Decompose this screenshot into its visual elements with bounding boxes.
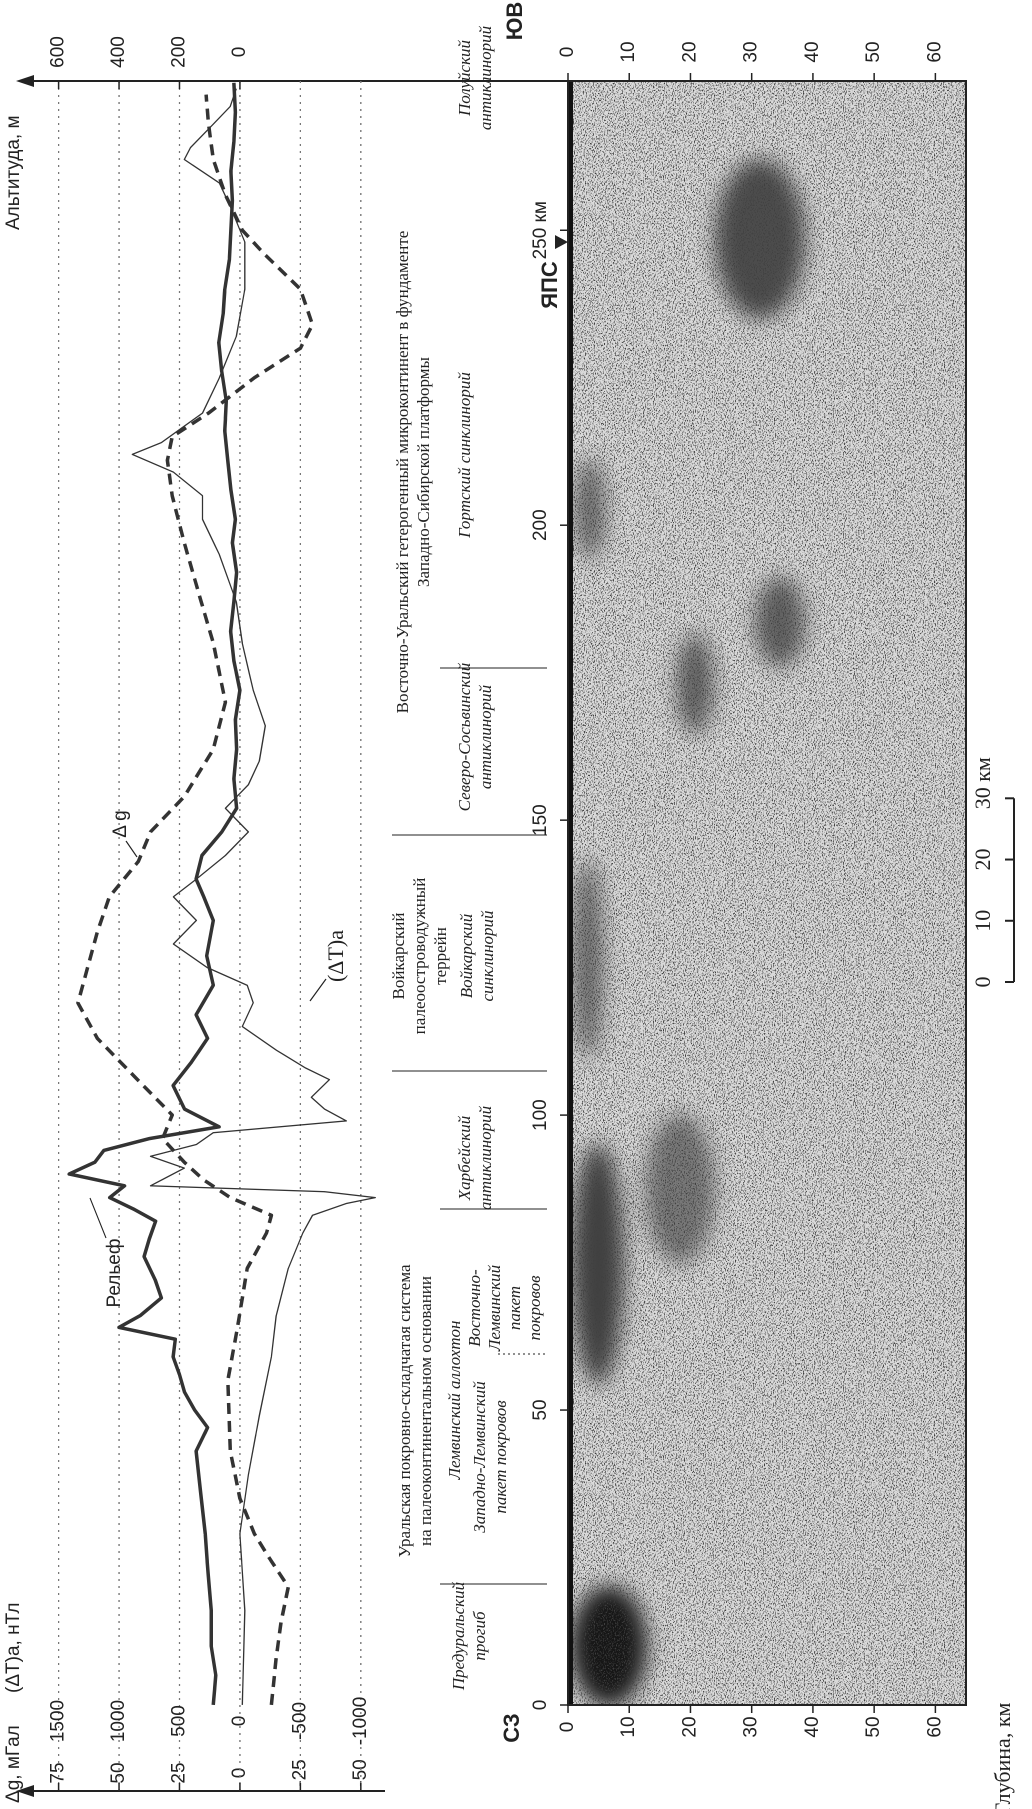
data-line xyxy=(78,95,313,1705)
region-label-line: Предуральский xyxy=(449,1581,468,1691)
region-label-line: Войкарский xyxy=(389,913,408,1000)
x-tick-label: 100 xyxy=(530,1099,551,1131)
region-label-line: синклинорий xyxy=(478,910,497,1002)
y3-axis-title: Альтитуда, м xyxy=(3,115,24,230)
scale-label: 10 xyxy=(970,910,995,932)
region-label-line: Западно-Лемвинский xyxy=(470,1381,489,1533)
x-tick-label: 200 xyxy=(530,509,551,541)
y-tick-label: 20 xyxy=(679,1716,700,1737)
region-label: Гортский синклинорий xyxy=(455,372,474,539)
data-line xyxy=(69,83,240,1705)
y-tick-label: 50 xyxy=(108,1762,129,1783)
section-speckle xyxy=(568,81,966,1705)
scale-label: 0 xyxy=(970,977,995,988)
y2-tick-label: -1000 xyxy=(350,1697,371,1746)
leader-line xyxy=(90,1198,106,1238)
y-tick-label: 30 xyxy=(741,1716,762,1737)
region-label-line: прогиб xyxy=(470,1611,489,1661)
y-tick-label: 10 xyxy=(618,41,639,62)
series-label: Δ g xyxy=(110,810,131,838)
y-tick-label: 20 xyxy=(679,41,700,62)
data-line xyxy=(132,89,375,1705)
rotated-figure: Δg, мГал (ΔT)a, нТл Альтитуда, м Рельеф … xyxy=(3,2,1015,1809)
x-tick-label: 150 xyxy=(530,804,551,836)
page: {"chart_data": [ {"type": "line", "xlim"… xyxy=(0,0,1032,1809)
depth-axis-title: Глубина, км xyxy=(990,1702,1015,1809)
region-label-line: на палеоконтинентальном основании xyxy=(416,1276,435,1546)
region-label-line: палеоостроводужный xyxy=(410,878,429,1035)
region-label: Восточно-Лемвинскийпакетпокровов xyxy=(465,1264,544,1352)
x-tick-label: 0 xyxy=(530,1700,551,1711)
region-label-line: Восточно-Уральский гетерогенный микрокон… xyxy=(393,231,412,714)
region-label-line: Западно-Сибирской платформы xyxy=(414,356,433,586)
scale-label: 30 км xyxy=(970,757,995,809)
y3-tick-label: 600 xyxy=(48,36,69,68)
y3-tick-label: 200 xyxy=(169,36,190,68)
y-tick-label: 40 xyxy=(802,41,823,62)
region-label-line: Гортский синклинорий xyxy=(455,372,474,539)
series-label: Рельеф xyxy=(104,1239,125,1308)
region-label-line: антиклинорий xyxy=(476,25,495,130)
region-label-line: Лемвинский аллохтон xyxy=(445,1321,464,1481)
y-axis-title: Δg, мГал xyxy=(3,1725,24,1803)
region-label-line: Харбейский xyxy=(455,1115,474,1201)
x-tick-label: 250 км xyxy=(530,201,551,259)
y-tick-label: 50 xyxy=(863,1716,884,1737)
region-label-line: Войкарский xyxy=(457,913,476,998)
region-label-line: антиклинорий xyxy=(476,684,495,789)
y-tick-label: 40 xyxy=(802,1716,823,1737)
section-image xyxy=(568,81,966,1706)
region-label-line: Уральская покровно-складчатая система xyxy=(395,1264,414,1557)
region-label-line: пакет покровов xyxy=(491,1400,510,1514)
y3-tick-label: 400 xyxy=(108,36,129,68)
region-label-line: террейн xyxy=(431,927,450,985)
y-tick-label: 0 xyxy=(557,1722,578,1733)
leader-line xyxy=(310,979,326,1001)
y-tick-label: 0 xyxy=(557,47,578,58)
leader-line xyxy=(126,841,137,857)
y2-axis-title: (ΔT)a, нТл xyxy=(3,1603,24,1693)
region-label-line: покровов xyxy=(525,1275,544,1341)
y-tick-label: 60 xyxy=(924,1716,945,1737)
y2-tick-label: 1000 xyxy=(108,1700,129,1742)
region-label: Лемвинский аллохтон xyxy=(445,1321,464,1481)
direction-label: СЗ xyxy=(499,1713,524,1742)
scale-label: 20 xyxy=(970,849,995,871)
y-tick-label: 25 xyxy=(169,1762,190,1783)
series-label: (ΔT)a xyxy=(323,930,348,982)
marker-label: ЯПС xyxy=(537,261,562,309)
marker xyxy=(555,235,568,249)
region-label-line: Полуйский xyxy=(455,39,474,117)
y-tick-label: 50 xyxy=(863,41,884,62)
direction-label: ЮВ xyxy=(502,2,527,41)
x-tick-label: 50 xyxy=(530,1399,551,1420)
y3-tick-label: 0 xyxy=(229,47,250,58)
y-tick-label: 75 xyxy=(48,1762,69,1783)
region-label-line: Лемвинский xyxy=(485,1264,504,1352)
y2-tick-label: -500 xyxy=(289,1702,310,1740)
y-tick-label: 10 xyxy=(618,1716,639,1737)
figure: Δg, мГал (ΔT)a, нТл Альтитуда, м Рельеф … xyxy=(0,0,1032,1809)
region-label-line: пакет xyxy=(505,1286,524,1330)
y2-tick-label: 1500 xyxy=(48,1700,69,1742)
region-label-line: Восточно- xyxy=(465,1269,484,1347)
y2-tick-label: 500 xyxy=(169,1705,190,1737)
region-label: Восточно-Уральский гетерогенный микрокон… xyxy=(393,231,433,714)
region-label-line: Северо-Сосьвинский xyxy=(455,662,474,811)
y2-tick-label: 0 xyxy=(229,1716,250,1727)
region-label-line: антиклинорий xyxy=(476,1105,495,1210)
y-tick-label: 30 xyxy=(741,41,762,62)
right-axis-arrow xyxy=(16,75,34,87)
y-tick-label: 60 xyxy=(924,41,945,62)
